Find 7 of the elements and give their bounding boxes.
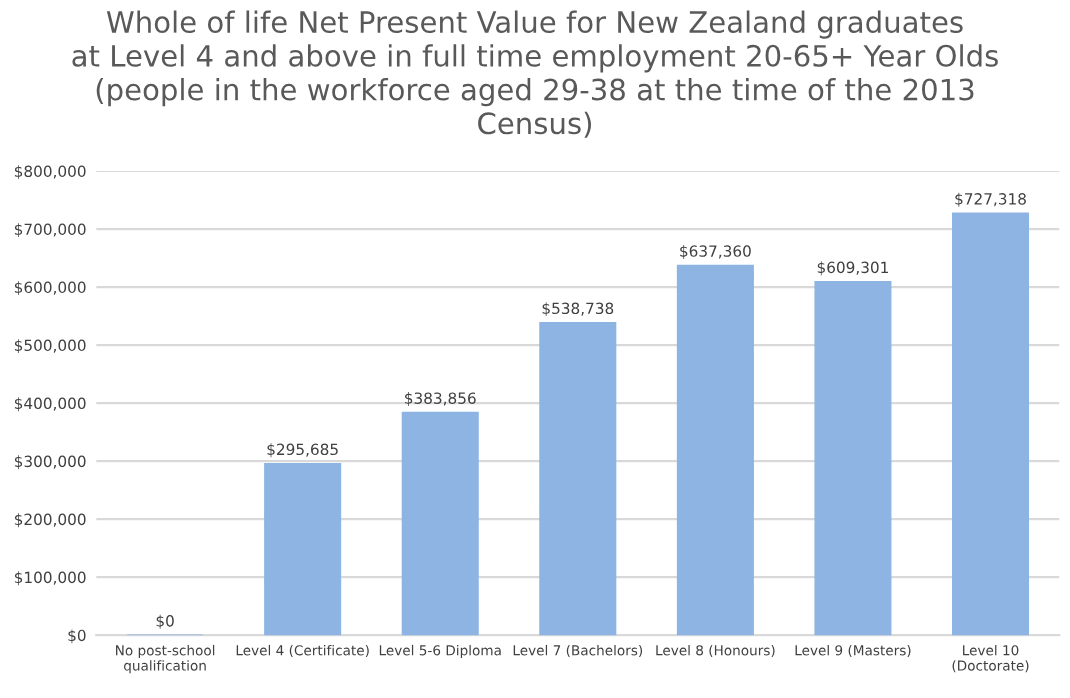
bar [539, 321, 617, 636]
bar [401, 411, 479, 636]
bar [814, 280, 892, 636]
chart-title: Whole of life Net Present Value for New Zealand graduates at Level 4 and above in full time employment 20-65+ Year Olds (people in the workforce aged 29-38 at the time of the 2013 Census) [72, 10, 998, 138]
bar [676, 264, 754, 636]
bar [264, 462, 342, 636]
bar [951, 212, 1030, 636]
